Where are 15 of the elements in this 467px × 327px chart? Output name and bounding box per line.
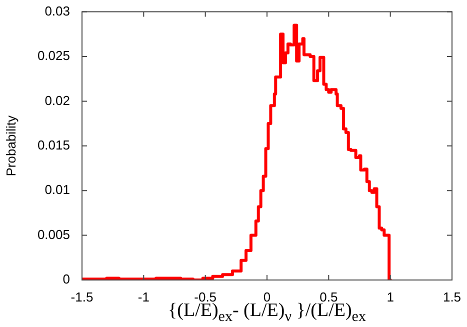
- x-tick-label: 1.5: [442, 289, 462, 304]
- x-tick-label: -1: [138, 289, 150, 304]
- y-tick-label: 0.025: [37, 48, 70, 64]
- x-tick-label: -0.5: [194, 289, 217, 304]
- y-axis-title: Probability: [3, 115, 18, 176]
- y-tick-label: 0.03: [44, 3, 70, 18]
- y-tick-label: 0.005: [37, 226, 70, 242]
- y-tick-label: 0.01: [44, 182, 70, 198]
- x-tick-label: 1: [386, 289, 394, 304]
- x-tick-label: 0.5: [320, 289, 338, 304]
- y-tick-label: 0.015: [37, 137, 70, 152]
- y-tick-label: 0: [62, 272, 70, 287]
- x-tick-label: 0: [263, 289, 271, 304]
- y-tick-label: 0.02: [44, 92, 70, 108]
- x-tick-label: -1.5: [70, 289, 94, 304]
